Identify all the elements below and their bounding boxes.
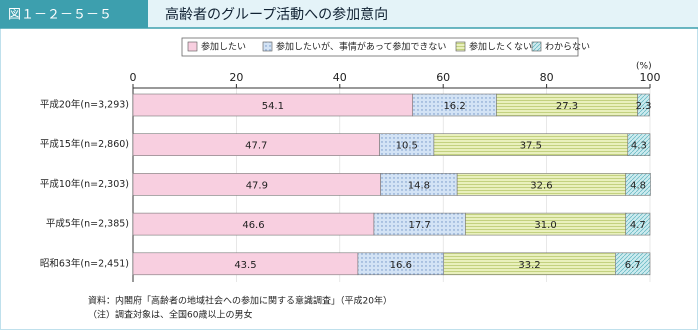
data-label: 4.8 xyxy=(630,180,646,191)
bar-segment xyxy=(625,212,651,236)
data-label: 47.7 xyxy=(245,141,267,152)
bar-segment xyxy=(615,252,651,276)
legend-swatch xyxy=(262,41,273,52)
bar-segment xyxy=(637,93,650,117)
data-label: 17.7 xyxy=(409,220,431,231)
x-tick-label: 60 xyxy=(436,71,450,84)
x-tick-label: 20 xyxy=(229,71,243,84)
y-tick-label: 平成5年(n=2,385) xyxy=(46,218,129,230)
data-label: 43.5 xyxy=(234,260,256,271)
note: 資料：内閣府「高齢者の地域社会への参加に関する意識調査」（平成20年） xyxy=(88,295,392,307)
legend-label: 参加したくない xyxy=(469,41,532,53)
bar-segment xyxy=(625,173,651,196)
bar-segment xyxy=(627,133,651,156)
legend-label: 参加したい xyxy=(201,41,246,53)
data-label: 33.2 xyxy=(518,260,540,271)
legend-swatch xyxy=(187,41,198,52)
legend-swatch xyxy=(455,41,466,52)
data-label: 31.0 xyxy=(534,220,556,231)
data-label: 46.6 xyxy=(242,220,264,231)
data-label: 16.6 xyxy=(390,260,412,271)
y-tick-label: 平成20年(n=3,293) xyxy=(40,99,129,111)
y-tick-label: 平成10年(n=2,303) xyxy=(40,178,129,190)
note: （注）調査対象は、全国60歳以上の男女 xyxy=(88,309,252,321)
legend-label: 参加したいが、事情があって参加できない xyxy=(276,41,446,53)
data-label: 2.3 xyxy=(636,101,652,112)
data-label: 37.5 xyxy=(520,141,542,152)
legend-swatch xyxy=(531,41,542,52)
data-label: 54.1 xyxy=(262,101,284,112)
data-label: 4.7 xyxy=(630,220,646,231)
x-tick-label: 100 xyxy=(640,71,661,84)
x-tick-label: 80 xyxy=(540,71,554,84)
y-tick-label: 平成15年(n=2,860) xyxy=(40,138,129,150)
x-tick-label: 40 xyxy=(333,71,347,84)
data-label: 47.9 xyxy=(246,180,268,191)
y-tick-label: 昭和63年(n=2,451) xyxy=(40,257,129,269)
data-label: 4.3 xyxy=(631,141,647,152)
data-label: 6.7 xyxy=(625,260,641,271)
x-tick-label: 0 xyxy=(130,71,137,84)
legend-box xyxy=(181,37,579,57)
chart-title: 高齢者のグループ活動への参加意向 xyxy=(165,6,388,23)
data-label: 14.8 xyxy=(408,180,430,191)
axis-unit: (%) xyxy=(636,62,652,72)
data-label: 32.6 xyxy=(530,180,552,191)
figure-number: 図１－２－５－５ xyxy=(8,8,112,23)
data-label: 27.3 xyxy=(556,101,578,112)
data-label: 16.2 xyxy=(443,101,465,112)
legend-label: わからない xyxy=(545,42,590,53)
figure-tag xyxy=(0,0,148,28)
data-label: 10.5 xyxy=(396,141,418,152)
